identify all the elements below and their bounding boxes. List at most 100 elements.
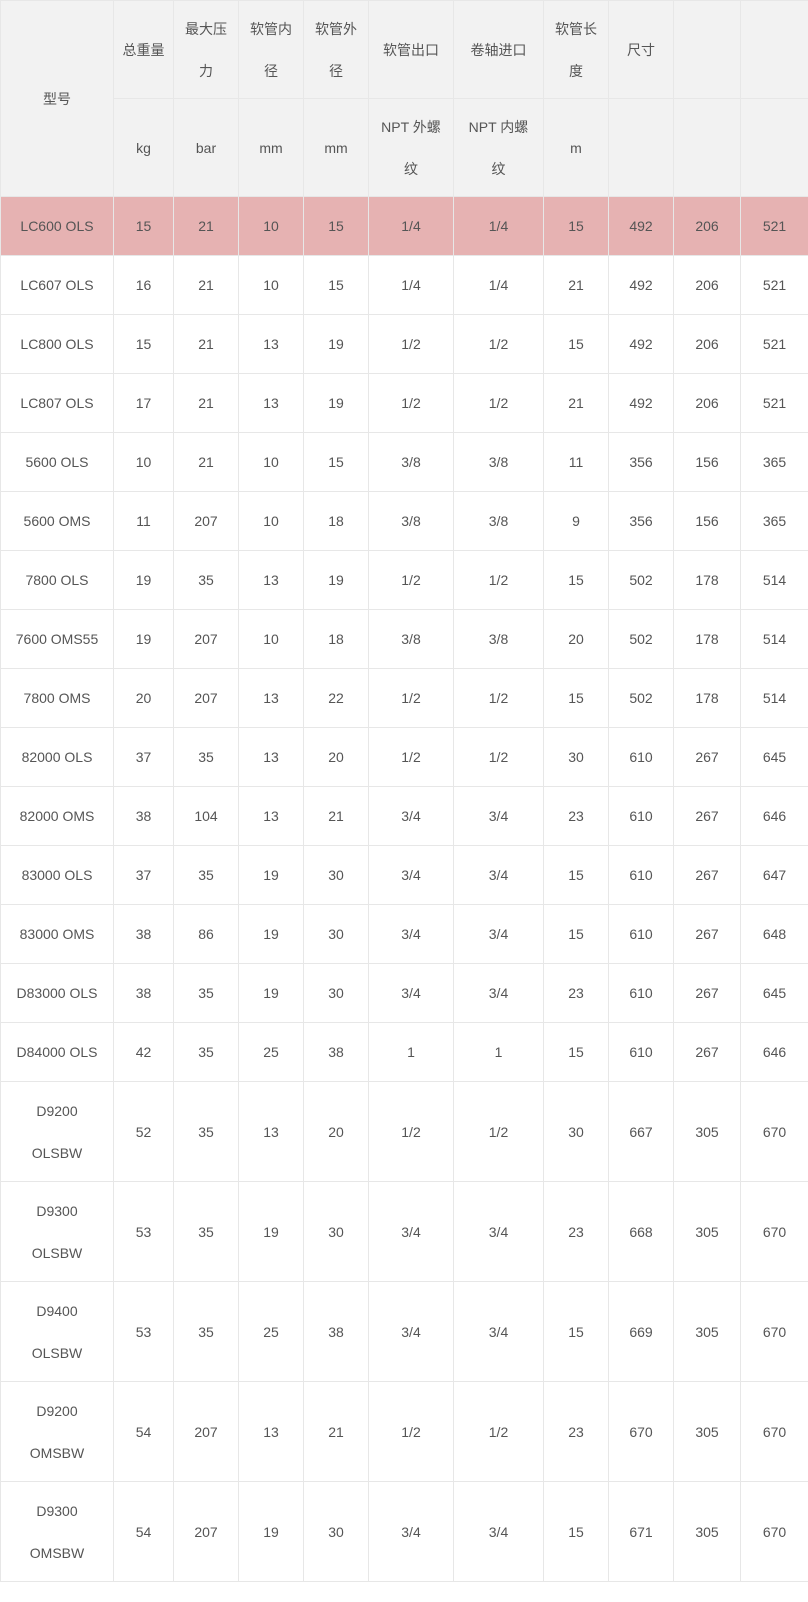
value-cell: 3/4 bbox=[368, 1181, 454, 1282]
value-cell: 35 bbox=[173, 963, 239, 1023]
model-cell: 82000 OMS bbox=[0, 786, 114, 846]
table-row[interactable]: LC807 OLS 17 21 13 19 1/2 1/2 21 492 206 521 bbox=[0, 373, 808, 433]
value-cell: 42 bbox=[113, 1022, 174, 1082]
value-cell: 648 bbox=[740, 904, 808, 964]
value-cell: 646 bbox=[740, 1022, 808, 1082]
value-cell: 15 bbox=[543, 845, 609, 905]
value-cell: 1/2 bbox=[368, 314, 454, 374]
value-cell: 15 bbox=[543, 550, 609, 610]
value-cell: 521 bbox=[740, 255, 808, 315]
value-cell: 30 bbox=[543, 727, 609, 787]
value-cell: 19 bbox=[238, 904, 304, 964]
table-row[interactable]: 83000 OLS 37 35 19 30 3/4 3/4 15 610 267 647 bbox=[0, 845, 808, 905]
table-row[interactable]: D9300 OMSBW 54 207 19 30 3/4 3/4 15 671 305 670 bbox=[0, 1481, 808, 1582]
value-cell: 19 bbox=[238, 845, 304, 905]
table-header: 型号 总重量 最大压 力 软管内 径 软管外 径 软管出口 卷轴进口 软管长 度… bbox=[0, 0, 808, 197]
value-cell: 30 bbox=[303, 1481, 369, 1582]
value-cell: 610 bbox=[608, 786, 674, 846]
table-row[interactable]: 82000 OLS 37 35 13 20 1/2 1/2 30 610 267 645 bbox=[0, 727, 808, 787]
header-cell-empty-2 bbox=[740, 0, 808, 99]
value-cell: 54 bbox=[113, 1381, 174, 1482]
value-cell: 52 bbox=[113, 1081, 174, 1182]
value-cell: 670 bbox=[740, 1481, 808, 1582]
value-cell: 30 bbox=[303, 963, 369, 1023]
value-cell: 13 bbox=[238, 550, 304, 610]
table-row[interactable]: D9300 OLSBW 53 35 19 30 3/4 3/4 23 668 305 670 bbox=[0, 1181, 808, 1282]
model-cell: 5600 OLS bbox=[0, 432, 114, 492]
value-cell: 3/4 bbox=[453, 845, 544, 905]
table-row[interactable]: D9200 OLSBW 52 35 13 20 1/2 1/2 30 667 305 670 bbox=[0, 1081, 808, 1182]
model-cell: 7600 OMS55 bbox=[0, 609, 114, 669]
value-cell: 207 bbox=[173, 491, 239, 551]
value-cell: 22 bbox=[303, 668, 369, 728]
value-cell: 23 bbox=[543, 786, 609, 846]
value-cell: 35 bbox=[173, 1281, 239, 1382]
value-cell: 1/2 bbox=[453, 314, 544, 374]
value-cell: 521 bbox=[740, 196, 808, 256]
unit-cell-npt-female: NPT 内螺 纹 bbox=[453, 98, 544, 197]
value-cell: 21 bbox=[173, 255, 239, 315]
value-cell: 20 bbox=[303, 1081, 369, 1182]
value-cell: 25 bbox=[238, 1281, 304, 1382]
table-row[interactable]: D84000 OLS 42 35 25 38 1 1 15 610 267 646 bbox=[0, 1022, 808, 1082]
value-cell: 647 bbox=[740, 845, 808, 905]
model-cell: 82000 OLS bbox=[0, 727, 114, 787]
value-cell: 21 bbox=[303, 786, 369, 846]
value-cell: 3/4 bbox=[453, 1481, 544, 1582]
header-cell-hose-length: 软管长 度 bbox=[543, 0, 609, 99]
value-cell: 19 bbox=[113, 550, 174, 610]
value-cell: 3/4 bbox=[368, 904, 454, 964]
table-row[interactable]: LC800 OLS 15 21 13 19 1/2 1/2 15 492 206 521 bbox=[0, 314, 808, 374]
value-cell: 3/4 bbox=[453, 786, 544, 846]
table-row[interactable]: 83000 OMS 38 86 19 30 3/4 3/4 15 610 267 648 bbox=[0, 904, 808, 964]
value-cell: 645 bbox=[740, 727, 808, 787]
value-cell: 11 bbox=[113, 491, 174, 551]
value-cell: 365 bbox=[740, 432, 808, 492]
value-cell: 492 bbox=[608, 255, 674, 315]
unit-cell-empty-2 bbox=[673, 98, 741, 197]
value-cell: 3/4 bbox=[453, 904, 544, 964]
value-cell: 104 bbox=[173, 786, 239, 846]
value-cell: 21 bbox=[173, 196, 239, 256]
table-row[interactable]: 7600 OMS55 19 207 10 18 3/8 3/8 20 502 178 514 bbox=[0, 609, 808, 669]
value-cell: 1/2 bbox=[453, 1081, 544, 1182]
table-row[interactable]: LC607 OLS 16 21 10 15 1/4 1/4 21 492 206 521 bbox=[0, 255, 808, 315]
value-cell: 521 bbox=[740, 373, 808, 433]
value-cell: 670 bbox=[608, 1381, 674, 1482]
table-row[interactable]: 7800 OLS 19 35 13 19 1/2 1/2 15 502 178 514 bbox=[0, 550, 808, 610]
value-cell: 15 bbox=[113, 196, 174, 256]
value-cell: 86 bbox=[173, 904, 239, 964]
value-cell: 206 bbox=[673, 196, 741, 256]
table-row[interactable]: D9200 OMSBW 54 207 13 21 1/2 1/2 23 670 305 670 bbox=[0, 1381, 808, 1482]
value-cell: 1/2 bbox=[453, 550, 544, 610]
value-cell: 267 bbox=[673, 845, 741, 905]
model-cell: 5600 OMS bbox=[0, 491, 114, 551]
value-cell: 178 bbox=[673, 550, 741, 610]
table-row[interactable]: D83000 OLS 38 35 19 30 3/4 3/4 23 610 267 645 bbox=[0, 963, 808, 1023]
unit-cell-kg: kg bbox=[113, 98, 174, 197]
table-row[interactable]: 7800 OMS 20 207 13 22 1/2 1/2 15 502 178 514 bbox=[0, 668, 808, 728]
unit-cell-empty-3 bbox=[740, 98, 808, 197]
value-cell: 365 bbox=[740, 491, 808, 551]
table-row[interactable]: LC600 OLS 15 21 10 15 1/4 1/4 15 492 206 521 bbox=[0, 196, 808, 256]
value-cell: 670 bbox=[740, 1181, 808, 1282]
value-cell: 21 bbox=[173, 314, 239, 374]
value-cell: 3/4 bbox=[368, 1281, 454, 1382]
table-row[interactable]: 5600 OMS 11 207 10 18 3/8 3/8 9 356 156 365 bbox=[0, 491, 808, 551]
value-cell: 38 bbox=[113, 904, 174, 964]
value-cell: 207 bbox=[173, 609, 239, 669]
table-row[interactable]: 5600 OLS 10 21 10 15 3/8 3/8 11 356 156 365 bbox=[0, 432, 808, 492]
table-row[interactable]: 82000 OMS 38 104 13 21 3/4 3/4 23 610 267 646 bbox=[0, 786, 808, 846]
value-cell: 3/4 bbox=[453, 963, 544, 1023]
value-cell: 13 bbox=[238, 1081, 304, 1182]
table-row[interactable]: D9400 OLSBW 53 35 25 38 3/4 3/4 15 669 305 670 bbox=[0, 1281, 808, 1382]
value-cell: 3/4 bbox=[453, 1181, 544, 1282]
value-cell: 10 bbox=[238, 432, 304, 492]
value-cell: 267 bbox=[673, 963, 741, 1023]
value-cell: 13 bbox=[238, 668, 304, 728]
value-cell: 207 bbox=[173, 1481, 239, 1582]
value-cell: 492 bbox=[608, 373, 674, 433]
model-cell: 83000 OLS bbox=[0, 845, 114, 905]
value-cell: 9 bbox=[543, 491, 609, 551]
